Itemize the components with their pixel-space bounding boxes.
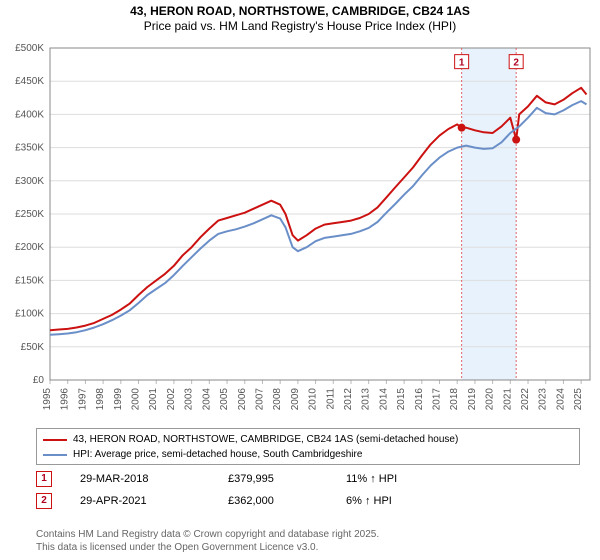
svg-text:£50K: £50K <box>21 342 45 353</box>
annotation-price: £379,995 <box>228 473 318 485</box>
svg-text:£250K: £250K <box>15 209 44 220</box>
annotation-price: £362,000 <box>228 495 318 507</box>
svg-text:1999: 1999 <box>113 388 124 411</box>
title-line-2: Price paid vs. HM Land Registry's House … <box>0 19 600 34</box>
svg-text:1995: 1995 <box>42 388 53 411</box>
svg-text:2018: 2018 <box>449 388 460 411</box>
svg-text:2007: 2007 <box>254 388 265 411</box>
svg-text:1998: 1998 <box>95 388 106 411</box>
svg-text:£150K: £150K <box>15 275 44 286</box>
annotation-hpi: 11% ↑ HPI <box>346 473 436 485</box>
svg-text:2003: 2003 <box>184 388 195 411</box>
legend-item: 43, HERON ROAD, NORTHSTOWE, CAMBRIDGE, C… <box>43 432 573 447</box>
svg-text:2021: 2021 <box>502 388 513 411</box>
chart-area: £0 £50K £100K £150K £200K £250K £300K £350K £400… <box>6 40 594 420</box>
svg-text:£200K: £200K <box>15 242 44 253</box>
legend-swatch <box>43 454 67 456</box>
svg-text:2: 2 <box>513 58 519 69</box>
svg-text:2009: 2009 <box>290 388 301 411</box>
annotation-row: 1 29-MAR-2018 £379,995 11% ↑ HPI <box>36 468 566 490</box>
svg-text:1996: 1996 <box>60 388 71 411</box>
svg-text:2017: 2017 <box>432 388 443 411</box>
svg-text:2000: 2000 <box>131 388 142 411</box>
legend: 43, HERON ROAD, NORTHSTOWE, CAMBRIDGE, C… <box>36 428 580 465</box>
annotation-date: 29-APR-2021 <box>80 495 200 507</box>
legend-label: 43, HERON ROAD, NORTHSTOWE, CAMBRIDGE, C… <box>73 432 458 447</box>
svg-text:1997: 1997 <box>77 388 88 411</box>
svg-text:£400K: £400K <box>15 109 44 120</box>
footer: Contains HM Land Registry data © Crown c… <box>36 529 379 554</box>
legend-label: HPI: Average price, semi-detached house,… <box>73 447 362 462</box>
svg-text:2001: 2001 <box>148 388 159 411</box>
annotation-date: 29-MAR-2018 <box>80 473 200 485</box>
annotation-row: 2 29-APR-2021 £362,000 6% ↑ HPI <box>36 490 566 512</box>
annotation-hpi: 6% ↑ HPI <box>346 495 436 507</box>
svg-text:2004: 2004 <box>201 388 212 411</box>
svg-text:2016: 2016 <box>414 388 425 411</box>
footer-line-1: Contains HM Land Registry data © Crown c… <box>36 529 379 542</box>
svg-text:2010: 2010 <box>308 388 319 411</box>
svg-text:1: 1 <box>459 58 465 69</box>
marker-1-icon: 1 <box>36 471 52 487</box>
svg-text:2008: 2008 <box>272 388 283 411</box>
svg-text:£500K: £500K <box>15 43 44 54</box>
svg-text:2002: 2002 <box>166 388 177 411</box>
footer-line-2: This data is licensed under the Open Gov… <box>36 542 379 555</box>
svg-text:2013: 2013 <box>361 388 372 411</box>
svg-text:2023: 2023 <box>538 388 549 411</box>
line-chart-svg: £0 £50K £100K £150K £200K £250K £300K £350K £400… <box>6 40 594 420</box>
svg-text:2025: 2025 <box>573 388 584 411</box>
svg-text:£0: £0 <box>33 375 45 386</box>
svg-text:2011: 2011 <box>325 388 336 410</box>
svg-text:2012: 2012 <box>343 388 354 411</box>
chart-title-block: 43, HERON ROAD, NORTHSTOWE, CAMBRIDGE, C… <box>0 0 600 34</box>
marker-2-icon: 2 <box>36 493 52 509</box>
svg-text:2006: 2006 <box>237 388 248 411</box>
legend-item: HPI: Average price, semi-detached house,… <box>43 447 573 462</box>
svg-text:2020: 2020 <box>485 388 496 411</box>
svg-text:2019: 2019 <box>467 388 478 411</box>
svg-text:2022: 2022 <box>520 388 531 411</box>
svg-text:2015: 2015 <box>396 388 407 411</box>
svg-text:2024: 2024 <box>555 388 566 411</box>
legend-swatch <box>43 439 67 441</box>
sale-annotations: 1 29-MAR-2018 £379,995 11% ↑ HPI 2 29-AP… <box>36 468 566 512</box>
svg-text:2014: 2014 <box>378 388 389 411</box>
svg-text:£350K: £350K <box>15 143 44 154</box>
svg-text:£300K: £300K <box>15 176 44 187</box>
svg-text:£100K: £100K <box>15 309 44 320</box>
svg-text:2005: 2005 <box>219 388 230 411</box>
title-line-1: 43, HERON ROAD, NORTHSTOWE, CAMBRIDGE, C… <box>0 4 600 19</box>
svg-text:£450K: £450K <box>15 76 44 87</box>
